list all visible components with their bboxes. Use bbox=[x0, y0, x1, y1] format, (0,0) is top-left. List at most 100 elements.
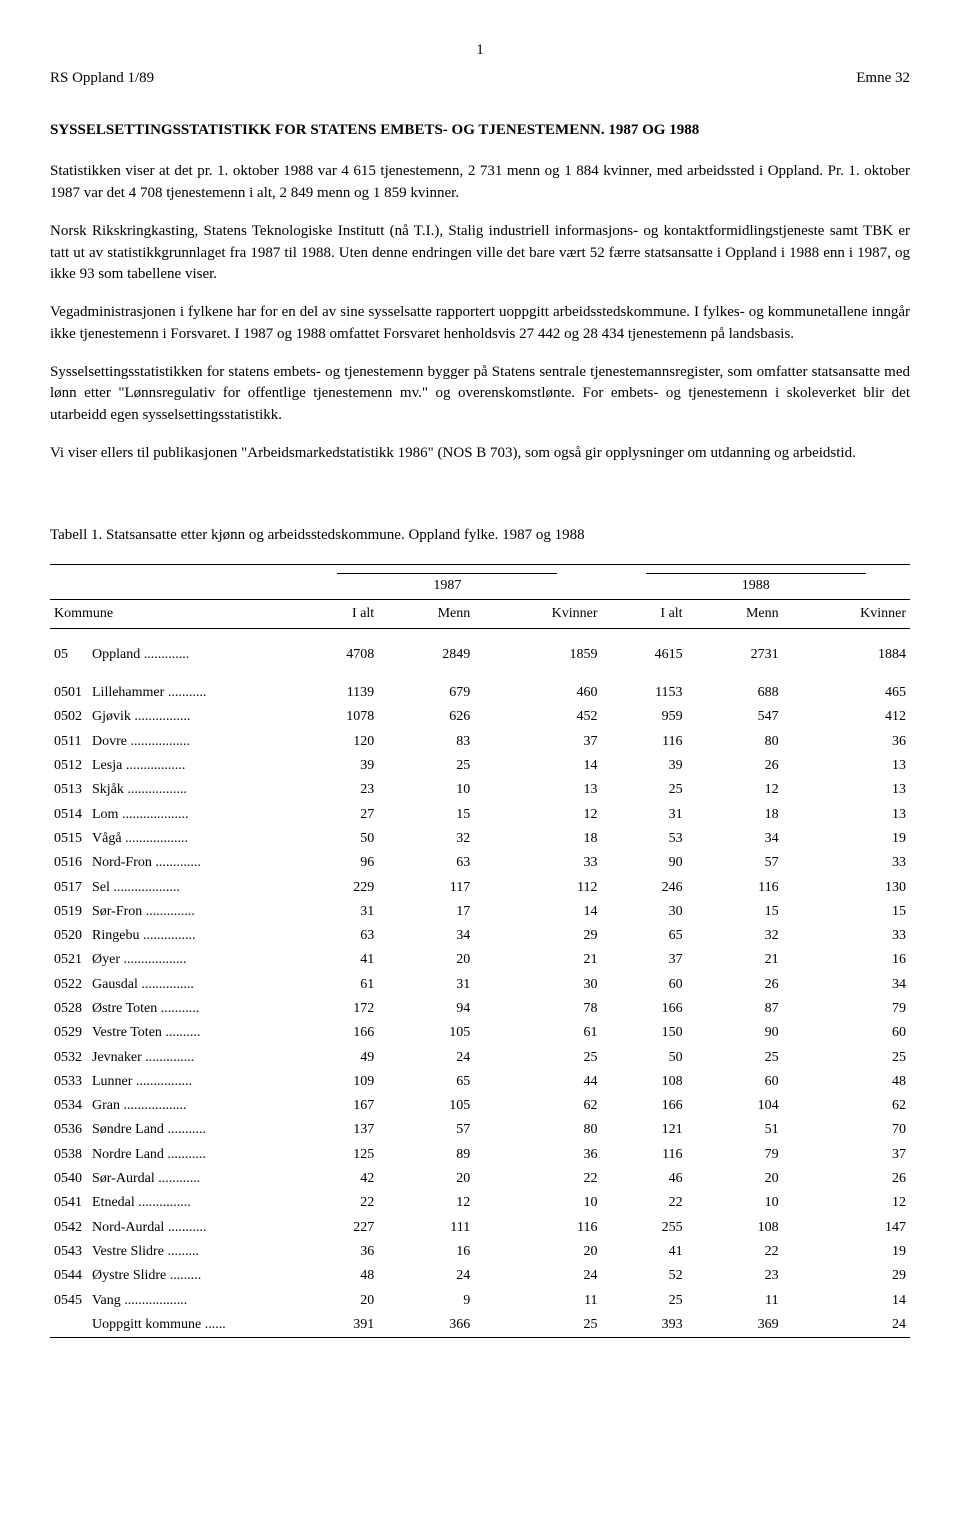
table-row: 0517Sel ...................2291171122461… bbox=[50, 876, 910, 900]
col-kvinner-a: Kvinner bbox=[474, 599, 601, 628]
cell: 23 bbox=[293, 778, 378, 802]
cell: 121 bbox=[602, 1118, 687, 1142]
cell: 22 bbox=[293, 1191, 378, 1215]
cell: 90 bbox=[687, 1021, 783, 1045]
cell: 109 bbox=[293, 1070, 378, 1094]
cell: 10 bbox=[474, 1191, 601, 1215]
row-code: 0519 bbox=[54, 902, 92, 922]
cell: 79 bbox=[687, 1143, 783, 1167]
table-row: 0515Vågå ..................503218533419 bbox=[50, 827, 910, 851]
cell: 14 bbox=[783, 1289, 910, 1313]
table-row: 0538Nordre Land ...........1258936116793… bbox=[50, 1143, 910, 1167]
table-row: 0516Nord-Fron .............966333905733 bbox=[50, 851, 910, 875]
cell: 89 bbox=[378, 1143, 474, 1167]
cell: 959 bbox=[602, 705, 687, 729]
cell: 14 bbox=[474, 754, 601, 778]
cell: 37 bbox=[602, 948, 687, 972]
cell: 29 bbox=[783, 1264, 910, 1288]
cell: 255 bbox=[602, 1216, 687, 1240]
row-name: Jevnaker bbox=[92, 1050, 145, 1065]
cell: 24 bbox=[783, 1313, 910, 1338]
cell: 36 bbox=[783, 730, 910, 754]
cell: 39 bbox=[293, 754, 378, 778]
cell: 70 bbox=[783, 1118, 910, 1142]
table-row: 0540Sør-Aurdal ............422022462026 bbox=[50, 1167, 910, 1191]
cell: 12 bbox=[474, 803, 601, 827]
table-caption: Tabell 1. Statsansatte etter kjønn og ar… bbox=[50, 525, 910, 547]
cell: 13 bbox=[783, 754, 910, 778]
table-row: 0528Østre Toten ...........1729478166877… bbox=[50, 997, 910, 1021]
cell: 1078 bbox=[293, 705, 378, 729]
cell: 24 bbox=[474, 1264, 601, 1288]
cell: 26 bbox=[783, 1167, 910, 1191]
cell: 130 bbox=[783, 876, 910, 900]
cell: 87 bbox=[687, 997, 783, 1021]
cell: 41 bbox=[293, 948, 378, 972]
row-name: Gausdal bbox=[92, 977, 141, 992]
row-name: Lunner bbox=[92, 1074, 136, 1089]
cell: 65 bbox=[378, 1070, 474, 1094]
data-table: 1987 1988 Kommune I alt Menn Kvinner I a… bbox=[50, 564, 910, 1338]
cell: 1139 bbox=[293, 681, 378, 705]
row-name: Øystre Slidre bbox=[92, 1268, 170, 1283]
cell: 117 bbox=[378, 876, 474, 900]
row-code: 0502 bbox=[54, 707, 92, 727]
table-row: 0536Søndre Land ...........1375780121517… bbox=[50, 1118, 910, 1142]
row-name: Nord-Fron bbox=[92, 855, 155, 870]
cell: 25 bbox=[474, 1313, 601, 1338]
cell: 10 bbox=[687, 1191, 783, 1215]
row-code: 0517 bbox=[54, 878, 92, 898]
table-row: 0511Dovre .................1208337116803… bbox=[50, 730, 910, 754]
total-b-kvinner: 1884 bbox=[783, 643, 910, 667]
cell: 90 bbox=[602, 851, 687, 875]
row-code: 0543 bbox=[54, 1242, 92, 1262]
row-name: Vang bbox=[92, 1293, 124, 1308]
cell: 62 bbox=[783, 1094, 910, 1118]
table-row: 0520Ringebu ...............633429653233 bbox=[50, 924, 910, 948]
row-name: Lom bbox=[92, 807, 122, 822]
cell: 19 bbox=[783, 827, 910, 851]
row-name: Sør-Fron bbox=[92, 904, 146, 919]
cell: 24 bbox=[378, 1264, 474, 1288]
total-code: 05 bbox=[54, 645, 92, 665]
row-name: Gran bbox=[92, 1098, 124, 1113]
cell: 60 bbox=[783, 1021, 910, 1045]
cell: 10 bbox=[378, 778, 474, 802]
cell: 17 bbox=[378, 900, 474, 924]
cell: 12 bbox=[687, 778, 783, 802]
cell: 34 bbox=[783, 973, 910, 997]
cell: 227 bbox=[293, 1216, 378, 1240]
row-name: Nord-Aurdal bbox=[92, 1220, 168, 1235]
col-kommune: Kommune bbox=[50, 599, 293, 628]
cell: 11 bbox=[687, 1289, 783, 1313]
col-ialt-b: I alt bbox=[602, 599, 687, 628]
cell: 27 bbox=[293, 803, 378, 827]
cell: 13 bbox=[474, 778, 601, 802]
cell: 48 bbox=[783, 1070, 910, 1094]
cell: 25 bbox=[602, 1289, 687, 1313]
row-name: Østre Toten bbox=[92, 1001, 161, 1016]
cell: 36 bbox=[474, 1143, 601, 1167]
cell: 57 bbox=[378, 1118, 474, 1142]
cell: 57 bbox=[687, 851, 783, 875]
cell: 65 bbox=[602, 924, 687, 948]
cell: 22 bbox=[687, 1240, 783, 1264]
cell: 116 bbox=[687, 876, 783, 900]
cell: 12 bbox=[378, 1191, 474, 1215]
cell: 16 bbox=[783, 948, 910, 972]
cell: 21 bbox=[474, 948, 601, 972]
cell: 137 bbox=[293, 1118, 378, 1142]
cell: 15 bbox=[378, 803, 474, 827]
table-row: 0532Jevnaker ..............492425502525 bbox=[50, 1046, 910, 1070]
cell: 31 bbox=[602, 803, 687, 827]
cell: 105 bbox=[378, 1094, 474, 1118]
cell: 460 bbox=[474, 681, 601, 705]
cell: 96 bbox=[293, 851, 378, 875]
row-code: 0520 bbox=[54, 926, 92, 946]
table-row: 0514Lom ...................271512311813 bbox=[50, 803, 910, 827]
doc-ref: RS Oppland 1/89 bbox=[50, 68, 154, 90]
cell: 50 bbox=[602, 1046, 687, 1070]
total-name: Oppland bbox=[92, 647, 140, 662]
cell: 26 bbox=[687, 973, 783, 997]
row-code: 0501 bbox=[54, 683, 92, 703]
